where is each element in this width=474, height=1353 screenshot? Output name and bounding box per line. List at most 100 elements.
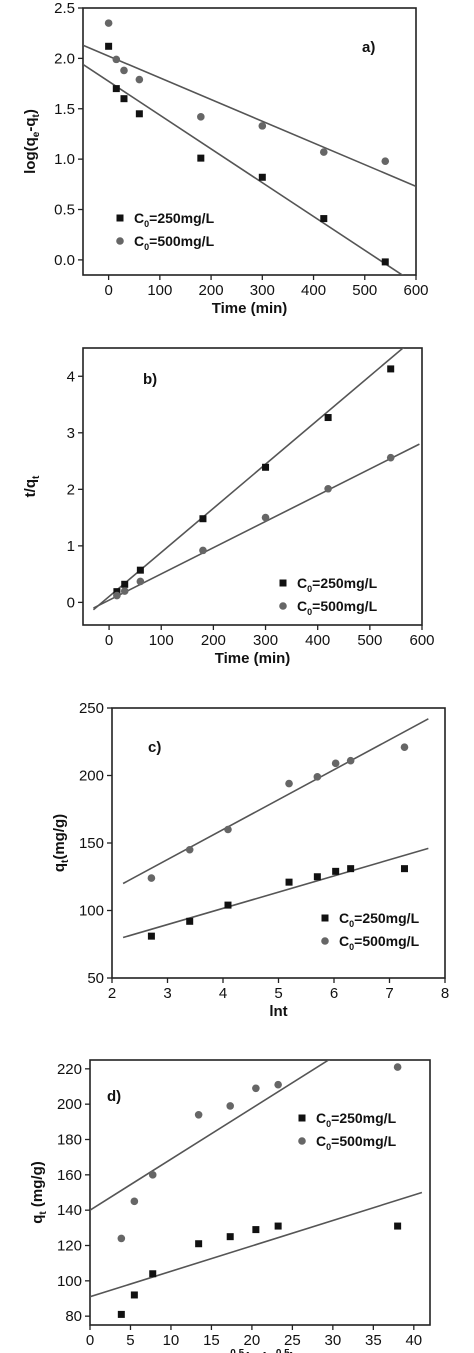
x-tick-label: 5 <box>274 985 282 1002</box>
legend-marker-square <box>279 579 287 587</box>
y-tick-label: 1.5 <box>54 101 75 118</box>
data-point-circle <box>113 591 121 600</box>
legend-prefix: C <box>134 233 144 249</box>
y-tick-label: 50 <box>87 970 104 987</box>
legend-entry: C0=500mg/L <box>297 598 378 617</box>
legend-sub: 0 <box>144 219 149 229</box>
data-point-square <box>387 365 395 373</box>
data-point-circle <box>199 546 207 555</box>
y-label-sub: t <box>31 113 42 117</box>
x-tick-label: 15 <box>203 1332 220 1349</box>
legend-sub: 0 <box>326 1119 331 1129</box>
y-tick-label: 120 <box>57 1238 82 1255</box>
x-tick-label: 0 <box>105 632 113 649</box>
y-label-sub: t <box>60 859 71 863</box>
y-tick-label: 150 <box>79 835 104 852</box>
x-tick-label: 4 <box>219 985 227 1002</box>
data-point-circle <box>104 19 113 27</box>
data-point-square <box>113 588 121 596</box>
y-label-sub: t <box>31 475 42 479</box>
x-label-sup: 0.5 <box>230 1348 244 1353</box>
fit-line <box>93 443 420 609</box>
y-tick-label: 160 <box>57 1167 82 1184</box>
y-tick-label: 250 <box>79 700 104 717</box>
y-tick-label: 2.5 <box>54 0 75 17</box>
legend-suffix: =500mg/L <box>354 933 419 949</box>
data-point-circle <box>400 743 409 751</box>
data-point-circle <box>117 1234 126 1243</box>
legend-entry: C0=250mg/L <box>316 1110 397 1129</box>
data-point-circle <box>197 113 205 121</box>
legend-entry: C0=250mg/L <box>134 210 215 229</box>
data-point-circle <box>252 1084 260 1093</box>
data-point-square <box>149 1270 157 1278</box>
y-tick-label: 220 <box>57 1061 82 1078</box>
legend-entry: C0=250mg/L <box>297 575 378 594</box>
data-point-circle <box>148 1171 157 1179</box>
x-axis-label: Time (min) <box>212 300 288 317</box>
y-label-mid: (mg/g) <box>51 814 68 860</box>
plot-frame <box>82 7 417 276</box>
data-point-square <box>285 878 293 886</box>
legend-prefix: C <box>297 598 307 614</box>
data-point-circle <box>147 874 156 882</box>
data-point-circle <box>194 1110 203 1119</box>
y-axis-label: qt (mg/g) <box>29 1161 49 1224</box>
legend-suffix: =250mg/L <box>312 575 377 591</box>
x-tick-label: 40 <box>405 1332 422 1349</box>
data-point-circle <box>393 1063 402 1071</box>
data-point-circle <box>285 779 293 788</box>
y-tick-label: 0.5 <box>54 202 75 219</box>
y-axis-label: qt(mg/g) <box>51 814 71 872</box>
x-label-mid: (min <box>244 1350 276 1353</box>
x-axis-label: Time (min) <box>215 650 291 667</box>
legend-suffix: =250mg/L <box>331 1110 396 1126</box>
data-point-square <box>112 85 120 93</box>
y-label-mid: (mg/g) <box>29 1161 46 1211</box>
legend-suffix: =500mg/L <box>149 233 214 249</box>
data-point-circle <box>136 577 145 586</box>
fit-line <box>92 348 405 611</box>
data-point-circle <box>112 55 121 64</box>
data-point-square <box>258 173 266 181</box>
x-tick-label: 20 <box>244 1332 261 1349</box>
x-axis-label: t0.5(min0.5) <box>225 1348 294 1353</box>
legend-marker-circle <box>279 602 287 610</box>
y-tick-label: 0 <box>67 594 75 611</box>
y-label-end: ) <box>22 109 39 114</box>
x-tick-label: 3 <box>163 985 171 1002</box>
x-tick-label: 35 <box>365 1332 382 1349</box>
data-point-square <box>394 1222 402 1230</box>
data-point-circle <box>258 122 267 130</box>
fit-line <box>83 63 404 275</box>
legend-entry: C0=500mg/L <box>134 233 215 252</box>
y-tick-label: 1.0 <box>54 151 75 168</box>
data-point-square <box>381 258 389 266</box>
data-point-circle <box>313 773 322 781</box>
y-tick-label: 140 <box>57 1202 82 1219</box>
y-tick-label: 0.0 <box>54 252 75 269</box>
x-tick-label: 25 <box>284 1332 301 1349</box>
data-point-circle <box>319 148 328 156</box>
y-tick-label: 3 <box>67 425 75 442</box>
data-point-square <box>120 95 128 103</box>
fit-line <box>122 718 429 885</box>
panel-label: d) <box>107 1088 121 1105</box>
legend-sub: 0 <box>144 242 149 252</box>
legend-entry: C0=500mg/L <box>339 933 420 952</box>
data-point-square <box>332 867 340 875</box>
data-point-circle <box>261 513 270 522</box>
x-tick-label: 0 <box>104 282 112 299</box>
legend-suffix: =250mg/L <box>354 910 419 926</box>
legend-suffix: =250mg/L <box>149 210 214 226</box>
data-point-square <box>274 1222 282 1230</box>
data-point-square <box>313 873 321 881</box>
x-tick-label: 10 <box>163 1332 180 1349</box>
x-tick-label: 30 <box>325 1332 342 1349</box>
x-tick-label: 200 <box>199 282 224 299</box>
y-label-sub: t <box>38 1211 49 1215</box>
x-tick-label: 100 <box>147 282 172 299</box>
data-point-circle <box>120 587 129 595</box>
y-label-mid: -q <box>22 117 39 131</box>
legend-marker-square <box>321 914 329 922</box>
